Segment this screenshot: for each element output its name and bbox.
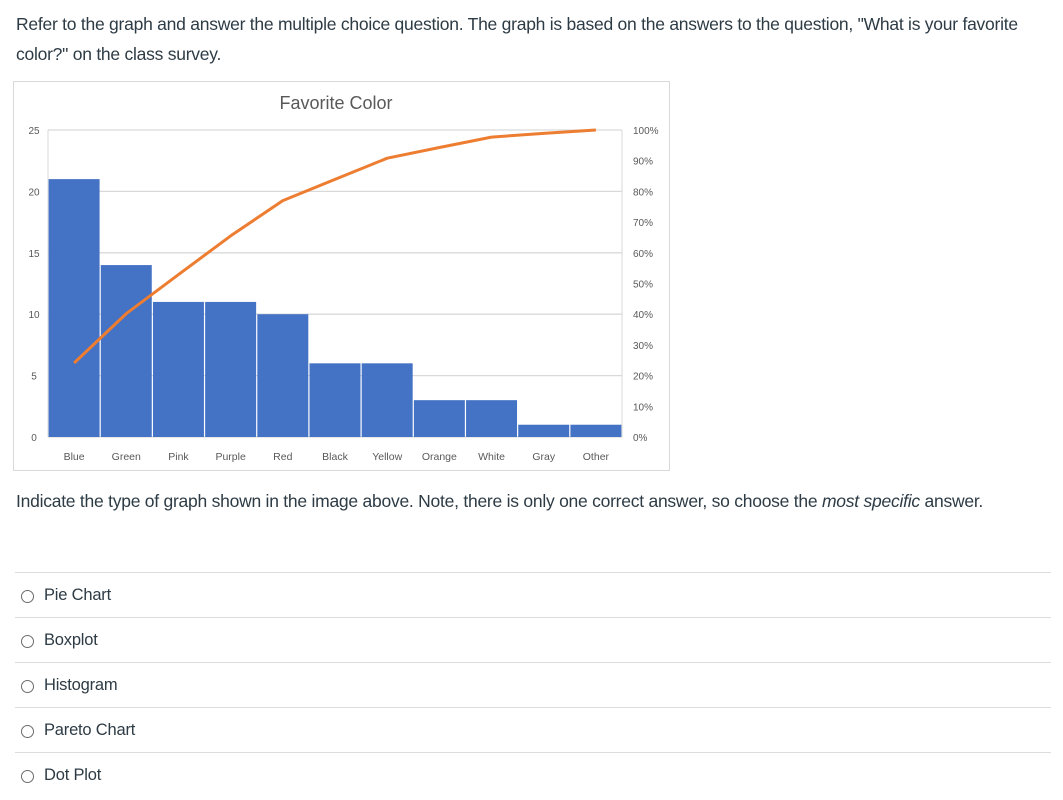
y2-axis-tick-label: 100% (633, 126, 659, 137)
bar-other (570, 424, 622, 437)
bar-red (257, 314, 309, 437)
x-axis-tick-label: White (478, 451, 505, 463)
y2-axis-tick-label: 90% (633, 157, 653, 168)
bar-pink (152, 301, 204, 437)
chart-title: Favorite Color (279, 93, 392, 113)
bar-white (466, 400, 518, 437)
x-axis-tick-label: Gray (532, 451, 556, 463)
cumulative-percent-line (73, 128, 596, 365)
radio-button[interactable] (21, 634, 34, 648)
bar-yellow (361, 363, 413, 437)
bar-orange (413, 400, 465, 437)
pareto-chart: Favorite Color 0 5 10 15 20 25 0% 10% 20% 30% 40% 50… (13, 81, 670, 471)
question-emphasis: most specific (821, 491, 920, 511)
bar-black (309, 363, 361, 437)
intro-text: Refer to the graph and answer the multip… (16, 14, 1018, 64)
answer-label[interactable]: Histogram (44, 675, 118, 694)
chart-canvas: Favorite Color 0 5 10 15 20 25 0% 10% 20% 30% 40% 50… (28, 93, 659, 463)
answer-option-histogram[interactable]: Histogram (15, 662, 1051, 707)
x-axis-tick-label: Yellow (372, 451, 402, 463)
y-axis-tick-label: 10 (28, 310, 40, 321)
y-axis-tick-label: 15 (28, 249, 40, 260)
answer-option-pie-chart[interactable]: Pie Chart (15, 572, 1051, 617)
y2-axis-tick-label: 70% (633, 218, 653, 229)
bar-blue (48, 179, 100, 437)
x-axis-tick-label: Purple (215, 451, 246, 463)
answer-option-pareto-chart[interactable]: Pareto Chart (15, 707, 1051, 752)
answer-option-boxplot[interactable]: Boxplot (15, 617, 1051, 662)
question-text: Indicate the type of graph shown in the … (16, 486, 1056, 516)
y2-axis-tick-label: 40% (633, 310, 653, 321)
y2-axis-tick-label: 60% (633, 249, 653, 260)
y2-axis-tick-label: 20% (633, 372, 653, 383)
answer-label[interactable]: Pie Chart (44, 585, 111, 604)
y-axis-tick-label: 0 (31, 433, 37, 444)
y2-axis-tick-label: 0% (633, 433, 648, 444)
answer-option-dot-plot[interactable]: Dot Plot (15, 752, 1051, 797)
answer-label[interactable]: Boxplot (44, 630, 98, 649)
x-axis-tick-label: Blue (64, 451, 85, 463)
radio-button[interactable] (21, 769, 34, 783)
radio-button[interactable] (21, 724, 34, 738)
y2-axis-tick-label: 80% (633, 187, 653, 198)
bar-purple (205, 301, 257, 437)
y-axis-tick-label: 25 (28, 126, 40, 137)
y-axis-tick-label: 20 (28, 187, 40, 198)
y-axis-tick-label: 5 (31, 372, 37, 383)
y2-axis-tick-label: 10% (633, 402, 653, 413)
bar-gray (518, 424, 570, 437)
x-axis-tick-label: Pink (168, 451, 189, 463)
bar-green (100, 265, 152, 437)
question-text-part: Indicate the type of graph shown in the … (16, 491, 822, 511)
answer-label[interactable]: Dot Plot (44, 765, 102, 784)
x-axis-tick-label: Orange (422, 451, 457, 463)
y2-axis-tick-label: 30% (633, 341, 653, 352)
radio-button[interactable] (21, 679, 34, 693)
question-text-part: answer. (919, 491, 984, 511)
answer-label[interactable]: Pareto Chart (44, 720, 136, 739)
x-axis-tick-label: Other (583, 451, 610, 463)
radio-button[interactable] (21, 589, 34, 603)
x-axis-tick-label: Green (112, 451, 141, 463)
x-axis-tick-label: Red (273, 451, 292, 463)
y2-axis-tick-label: 50% (633, 280, 653, 291)
x-axis-tick-label: Black (322, 451, 348, 463)
answer-options: Pie Chart Boxplot Histogram Pareto Chart… (15, 572, 1051, 797)
